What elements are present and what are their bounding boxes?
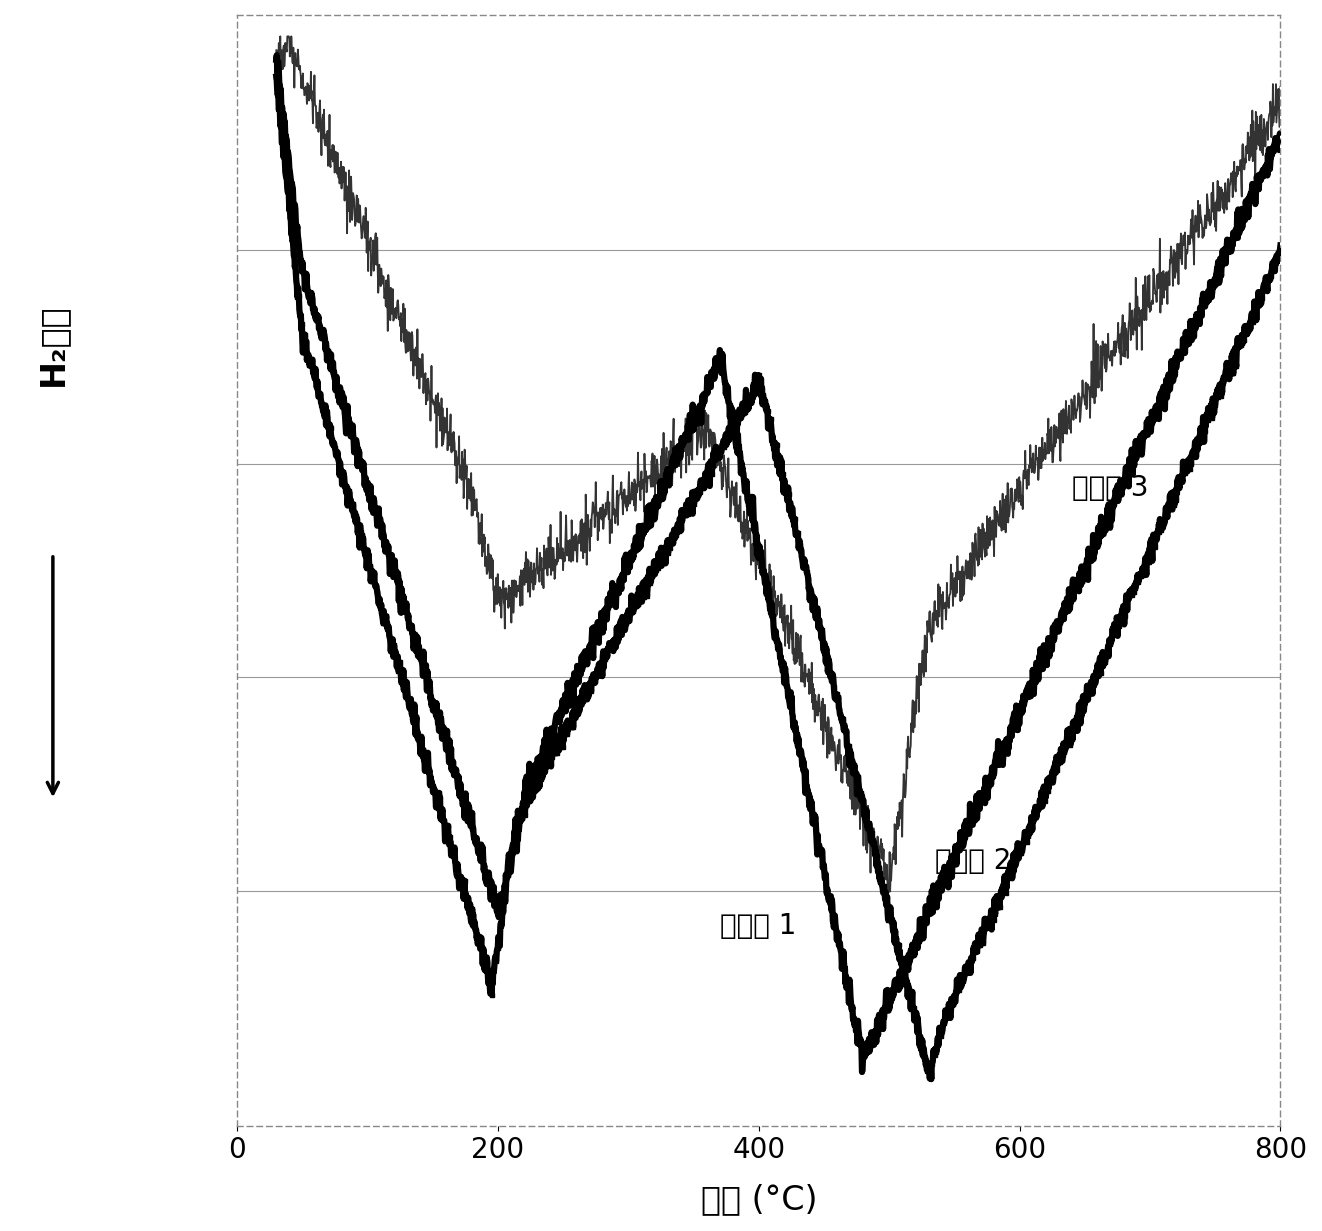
Text: H₂消耗: H₂消耗 [37,303,69,387]
X-axis label: 温度 (°C): 温度 (°C) [701,1183,817,1216]
Text: 实施例 1: 实施例 1 [719,912,796,939]
Text: 实施例 2: 实施例 2 [935,847,1011,875]
Text: 实施例 3: 实施例 3 [1072,474,1149,502]
